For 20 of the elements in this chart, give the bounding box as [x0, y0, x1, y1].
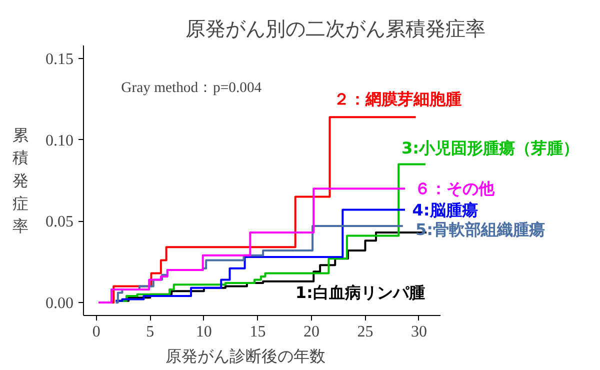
y-tick-label: 0.10 [46, 132, 74, 150]
x-tick-label: 15 [250, 324, 266, 340]
x-tick-label: 30 [410, 324, 427, 340]
y-tick-label: 0.00 [46, 294, 74, 312]
series-label: 4:脳腫瘍 [412, 200, 478, 220]
series-label: 1:白血病リンパ腫 [295, 283, 425, 302]
series-label: 3:小児固形腫瘍（芽腫） [401, 138, 580, 158]
x-tick-label: 5 [146, 324, 154, 340]
x-tick-label: 0 [92, 324, 100, 340]
x-axis-title: 原発がん診断後の年数 [166, 346, 326, 366]
y-axis-title: 累積発症率 [12, 125, 28, 236]
series-label: ６：その他 [414, 179, 496, 198]
x-tick-label: 10 [196, 324, 212, 340]
annotation: Gray method：p=0.004 [121, 80, 262, 96]
x-tick-label: 20 [303, 324, 320, 340]
series-label: ２：網膜芽細胞腫 [334, 90, 462, 109]
y-tick-label: 0.15 [46, 51, 74, 68]
x-tick-label: 25 [357, 324, 374, 340]
chart-title: 原発がん別の二次がん累積発症率 [186, 16, 486, 40]
y-tick-label: 0.05 [46, 214, 74, 231]
